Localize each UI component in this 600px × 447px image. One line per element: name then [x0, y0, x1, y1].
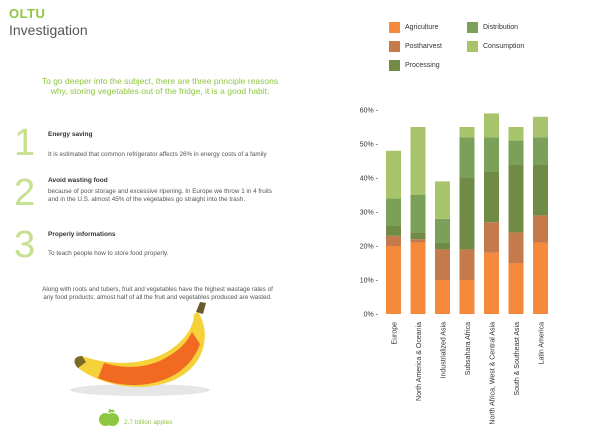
bar-segment-postharvest	[508, 232, 524, 263]
legend-swatch-processing	[389, 60, 400, 71]
reason-number-3: 3	[14, 224, 36, 266]
bar-segment-distribution	[484, 137, 499, 172]
bar-segment-processing	[435, 242, 450, 250]
y-tick-label: 30% -	[360, 210, 379, 217]
x-tick-label: Latin America	[539, 322, 546, 365]
bar-segment-agriculture	[533, 242, 548, 314]
bar-segment-agriculture	[484, 252, 499, 314]
banana-tip	[74, 356, 86, 368]
reason-text-3: To teach people how to store food proper…	[48, 250, 169, 257]
bar-segment-consumption	[386, 150, 401, 199]
reason-number-1: 1	[14, 122, 36, 164]
legend-swatch-distribution	[467, 22, 478, 33]
bar-segment-processing	[459, 178, 475, 250]
bar-segment-consumption	[459, 127, 475, 138]
bar-segment-distribution	[386, 198, 401, 226]
bar-segment-postharvest	[435, 249, 450, 280]
banana-shadow	[70, 384, 210, 396]
x-tick-label: Europe	[392, 322, 399, 345]
x-tick-label: North America & Oceania	[416, 322, 423, 401]
bar-segment-processing	[533, 164, 548, 216]
reason-title-2: Avoid wasting food	[48, 177, 108, 184]
x-tick-label: North Africa, West & Central Asia	[490, 322, 497, 425]
bar-segment-consumption	[410, 127, 426, 195]
intro-text: To go deeper into the subject, there are…	[41, 76, 279, 96]
legend-label-postharvest: Postharvest	[405, 43, 442, 50]
bar-segment-consumption	[533, 116, 548, 138]
bar-segment-distribution	[508, 140, 524, 165]
page-subtitle: Investigation	[9, 22, 88, 38]
bar-segment-postharvest	[386, 235, 401, 246]
bar-segment-processing	[410, 232, 426, 240]
bar-segment-agriculture	[508, 263, 524, 314]
bar-segment-processing	[484, 171, 499, 223]
bar-segment-distribution	[435, 218, 450, 243]
bar-segment-consumption	[484, 113, 499, 138]
bar-segment-agriculture	[435, 280, 450, 314]
reason-text-2: because of poor storage and excessive ri…	[48, 188, 273, 203]
bar-segment-processing	[386, 225, 401, 236]
bar-segment-postharvest	[459, 249, 475, 280]
brand-title: OLTU	[9, 6, 46, 21]
legend-label-consumption: Consumption	[483, 43, 525, 50]
y-tick-label: 20% -	[360, 244, 379, 251]
legend-label-distribution: Distribution	[483, 24, 519, 31]
banana-orange-band	[98, 332, 200, 386]
bar-segment-agriculture	[459, 280, 475, 314]
bar-segment-postharvest	[533, 215, 548, 243]
bar-segment-postharvest	[484, 222, 499, 253]
legend-swatch-postharvest	[389, 41, 400, 52]
bar-segment-distribution	[410, 195, 426, 233]
banana-illustration	[70, 302, 210, 396]
bar-segment-agriculture	[386, 246, 401, 314]
y-tick-label: 50% -	[360, 142, 379, 149]
reason-title-1: Energy saving	[48, 131, 93, 138]
bar-segment-consumption	[508, 127, 524, 141]
wastage-note: Along with roots and tubers, fruit and v…	[42, 286, 273, 301]
reason-title-3: Properly informations	[48, 231, 116, 238]
y-tick-label: 60% -	[360, 108, 379, 115]
bar-segment-postharvest	[410, 239, 426, 243]
legend-label-processing: Processing	[405, 62, 440, 69]
x-tick-label: Subsahara Africa	[465, 322, 472, 375]
legend-label-agriculture: Agriculture	[405, 24, 439, 31]
reason-text-1: It is estimated that common refrigerator…	[48, 151, 267, 158]
apple-icon	[99, 408, 119, 426]
legend-swatch-agriculture	[389, 22, 400, 33]
x-tick-label: South & Southeast Asia	[514, 322, 521, 396]
bar-segment-agriculture	[410, 242, 426, 314]
x-tick-label: Industrialized Asia	[441, 322, 448, 379]
bar-segment-consumption	[435, 181, 450, 219]
y-tick-label: 10% -	[360, 278, 379, 285]
bar-segment-distribution	[459, 137, 475, 178]
bar-segment-distribution	[533, 137, 548, 165]
y-tick-label: 40% -	[360, 176, 379, 183]
banana-stem	[196, 302, 206, 314]
bar-segment-processing	[508, 164, 524, 233]
legend-swatch-consumption	[467, 41, 478, 52]
y-tick-label: 0% -	[364, 312, 379, 319]
reason-number-2: 2	[14, 172, 36, 214]
apples-note: 2.7 billion apples	[124, 419, 173, 426]
